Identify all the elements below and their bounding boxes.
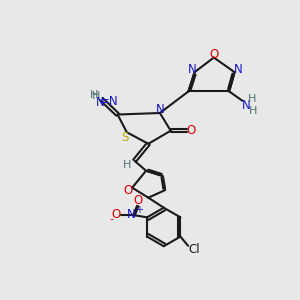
Text: H: H [123, 160, 131, 170]
Text: H: H [249, 106, 257, 116]
Text: +: + [135, 205, 142, 214]
Text: N: N [127, 208, 136, 221]
Text: O: O [209, 48, 218, 61]
Text: H: H [248, 94, 256, 104]
Text: O: O [187, 124, 196, 137]
Text: H: H [92, 91, 100, 101]
Text: Cl: Cl [188, 243, 200, 256]
Text: S: S [121, 131, 128, 144]
Text: O: O [123, 184, 132, 196]
Text: =N: =N [100, 95, 118, 108]
Text: O: O [112, 208, 121, 221]
Text: -: - [110, 214, 114, 224]
Text: N: N [188, 63, 197, 76]
Text: N: N [234, 63, 243, 76]
Text: N: N [95, 96, 104, 109]
Text: H: H [89, 90, 98, 100]
Text: N: N [155, 103, 164, 116]
Text: O: O [133, 194, 142, 207]
Text: N: N [242, 99, 250, 112]
